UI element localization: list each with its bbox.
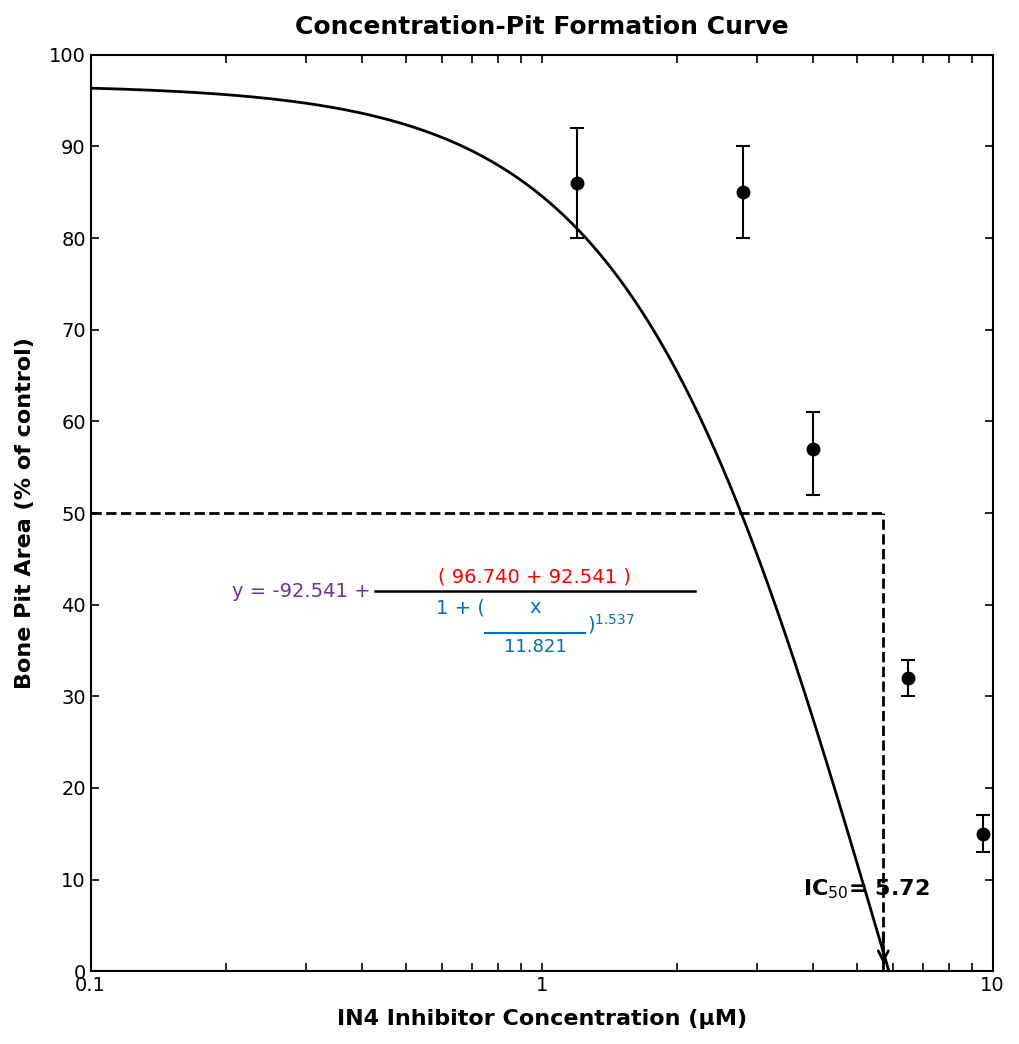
Text: 11.821: 11.821 xyxy=(503,638,566,656)
Text: y = -92.541 +: y = -92.541 + xyxy=(231,583,370,601)
Text: x: x xyxy=(529,598,540,617)
Text: 1 + (: 1 + ( xyxy=(436,598,485,617)
Text: )$^{1.537}$: )$^{1.537}$ xyxy=(587,612,634,636)
Title: Concentration-Pit Formation Curve: Concentration-Pit Formation Curve xyxy=(294,15,788,39)
Text: IC$_{50}$= 5.72: IC$_{50}$= 5.72 xyxy=(802,877,928,901)
Text: ( 96.740 + 92.541 ): ( 96.740 + 92.541 ) xyxy=(438,567,631,587)
X-axis label: IN4 Inhibitor Concentration (μM): IN4 Inhibitor Concentration (μM) xyxy=(336,1009,746,1029)
Y-axis label: Bone Pit Area (% of control): Bone Pit Area (% of control) xyxy=(15,337,35,689)
